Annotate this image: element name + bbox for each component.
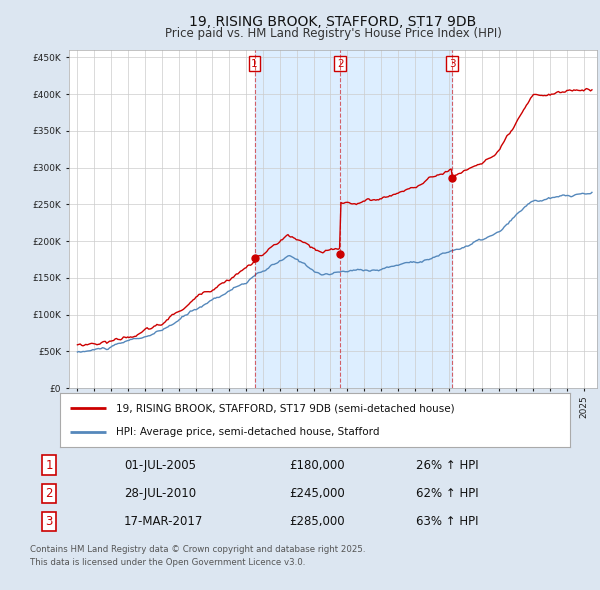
Text: 63% ↑ HPI: 63% ↑ HPI	[416, 515, 479, 528]
Text: 01-JUL-2005: 01-JUL-2005	[124, 459, 196, 472]
Text: 2: 2	[46, 487, 53, 500]
Text: Contains HM Land Registry data © Crown copyright and database right 2025.: Contains HM Land Registry data © Crown c…	[30, 545, 365, 554]
Text: 1: 1	[46, 459, 53, 472]
Text: £285,000: £285,000	[289, 515, 345, 528]
Text: 62% ↑ HPI: 62% ↑ HPI	[416, 487, 479, 500]
Bar	[340, 50, 452, 388]
Text: 1: 1	[251, 59, 258, 69]
Text: Price paid vs. HM Land Registry's House Price Index (HPI): Price paid vs. HM Land Registry's House …	[164, 27, 502, 40]
Text: 26% ↑ HPI: 26% ↑ HPI	[416, 459, 479, 472]
Text: 3: 3	[46, 515, 53, 528]
Text: HPI: Average price, semi-detached house, Stafford: HPI: Average price, semi-detached house,…	[116, 427, 380, 437]
Text: £180,000: £180,000	[289, 459, 345, 472]
Text: 28-JUL-2010: 28-JUL-2010	[124, 487, 196, 500]
Text: 19, RISING BROOK, STAFFORD, ST17 9DB: 19, RISING BROOK, STAFFORD, ST17 9DB	[190, 15, 476, 29]
Text: 2: 2	[337, 59, 344, 69]
Text: 17-MAR-2017: 17-MAR-2017	[124, 515, 203, 528]
Text: 3: 3	[449, 59, 455, 69]
Bar	[254, 50, 340, 388]
Text: This data is licensed under the Open Government Licence v3.0.: This data is licensed under the Open Gov…	[30, 558, 305, 567]
Text: 19, RISING BROOK, STAFFORD, ST17 9DB (semi-detached house): 19, RISING BROOK, STAFFORD, ST17 9DB (se…	[116, 403, 455, 413]
Text: £245,000: £245,000	[289, 487, 345, 500]
